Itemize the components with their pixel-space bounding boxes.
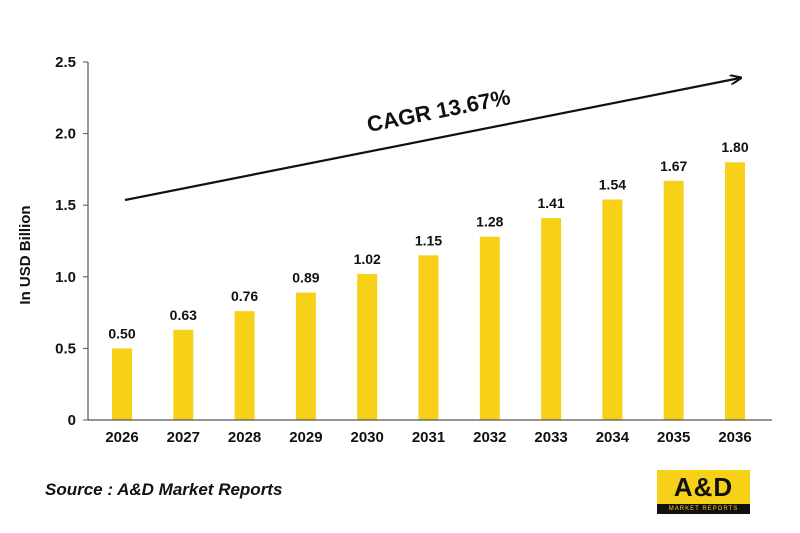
bar-2028 <box>234 311 255 420</box>
x-axis-ticks: 2026 2027 2028 2029 2030 2031 2032 2033 2034 2035… <box>105 429 751 446</box>
data-label-2028: 0.76 <box>231 288 258 304</box>
y-tick-label: 2.5 <box>55 54 76 71</box>
x-tick-label-2030: 2030 <box>351 429 384 446</box>
bar-2029 <box>295 292 316 420</box>
bar-2034 <box>602 199 623 420</box>
x-tick-label-2029: 2029 <box>289 429 322 446</box>
bar-2027 <box>173 329 194 420</box>
x-tick-label-2031: 2031 <box>412 429 445 446</box>
y-axis-label: In USD Billion <box>17 205 34 304</box>
y-tick-label: 1.5 <box>55 197 76 214</box>
data-label-2030: 1.02 <box>354 251 381 267</box>
data-label-2027: 0.63 <box>170 307 197 323</box>
data-label-2033: 1.41 <box>537 195 564 211</box>
bar-2036 <box>725 162 745 421</box>
data-label-2035: 1.67 <box>660 158 687 174</box>
x-tick-label-2034: 2034 <box>596 429 630 446</box>
data-label-2029: 0.89 <box>292 270 319 286</box>
x-tick-label-2028: 2028 <box>228 429 261 446</box>
x-tick-label-2033: 2033 <box>534 429 567 446</box>
y-axis-ticks: 0 0.5 1.0 1.5 2.0 2.5 <box>55 54 88 429</box>
data-labels: 0.50 0.63 0.76 0.89 1.02 1.15 1.28 1.41 1.54 1.67… <box>108 139 748 341</box>
data-label-2032: 1.28 <box>476 214 503 230</box>
cagr-annotation: CAGR 13.67% <box>365 84 513 137</box>
bar-2033 <box>541 218 562 420</box>
data-label-2036: 1.80 <box>721 139 748 155</box>
logo-sub-text: MARKET REPORTS <box>668 506 739 512</box>
bar-2026 <box>112 348 132 420</box>
x-tick-label-2027: 2027 <box>167 429 200 446</box>
cagr-arrow <box>124 78 740 202</box>
source-note: Source : A&D Market Reports <box>45 480 283 499</box>
x-tick-label-2035: 2035 <box>657 429 690 446</box>
y-tick-label: 0.5 <box>55 340 76 357</box>
bar-2032 <box>479 236 500 420</box>
bars <box>112 162 745 421</box>
y-tick-label: 1.0 <box>55 269 76 286</box>
bar-2035 <box>663 180 684 420</box>
data-label-2034: 1.54 <box>599 176 626 192</box>
bar-2031 <box>418 255 439 420</box>
bar-2030 <box>357 273 378 420</box>
y-tick-label: 2.0 <box>55 126 76 143</box>
x-tick-label-2032: 2032 <box>473 429 506 446</box>
data-label-2026: 0.50 <box>108 325 135 341</box>
ad-logo: A&D MARKET REPORTS <box>657 470 750 514</box>
x-tick-label-2026: 2026 <box>105 429 138 446</box>
logo-main-text: A&D <box>657 470 750 504</box>
data-label-2031: 1.15 <box>415 232 442 248</box>
x-tick-label-2036: 2036 <box>718 429 751 446</box>
y-tick-label: 0 <box>68 412 76 429</box>
